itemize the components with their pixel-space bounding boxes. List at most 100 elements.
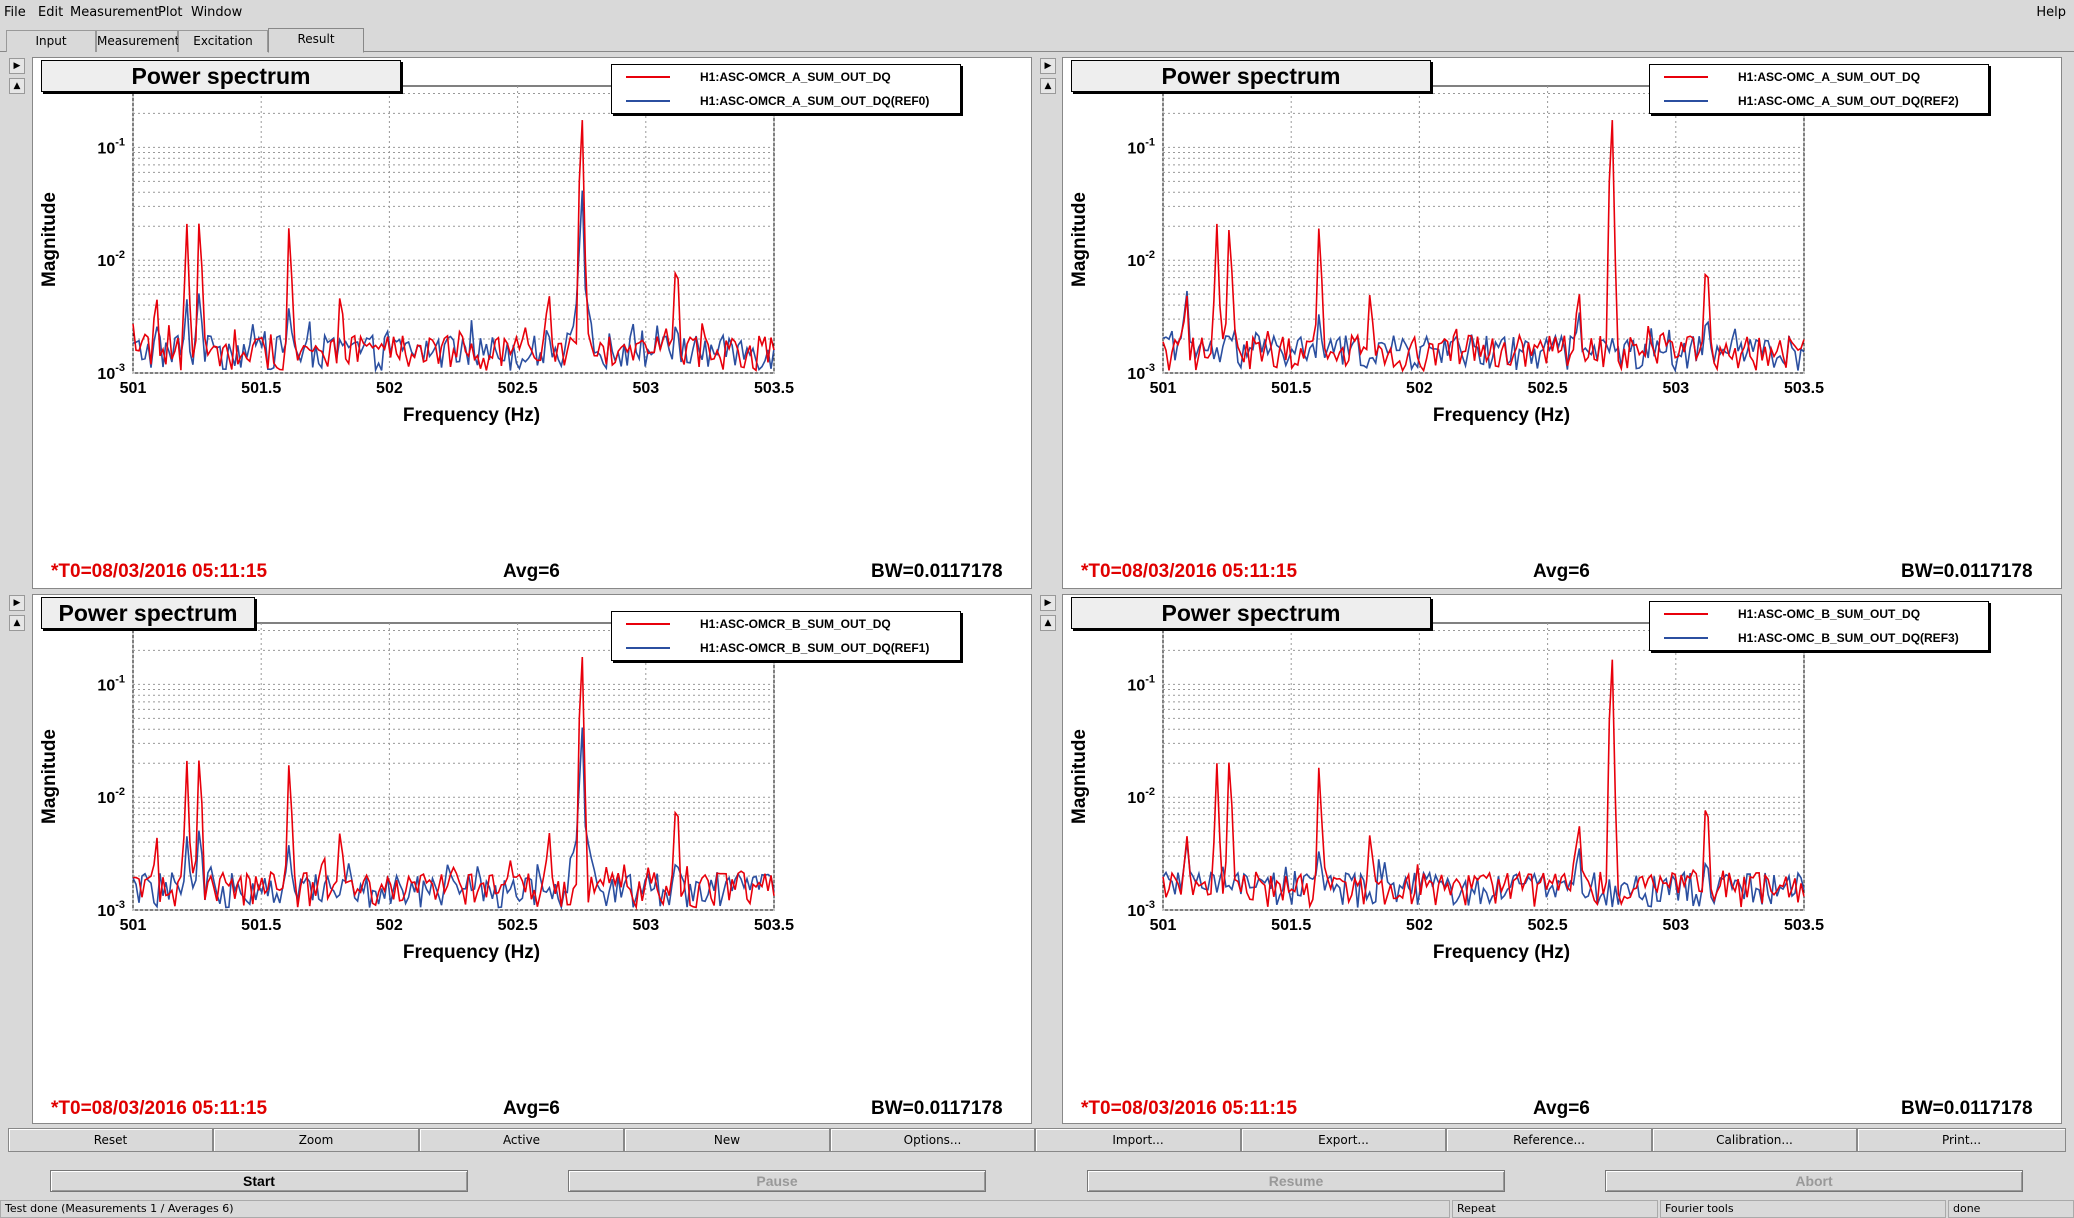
y-tick-label: 10-1 (1127, 673, 1155, 694)
expand-right-icon[interactable]: ▶ (9, 58, 25, 74)
x-tick-label: 502.5 (1528, 917, 1568, 934)
plot-title: Power spectrum (41, 60, 401, 92)
menu-help[interactable]: Help (2036, 5, 2066, 20)
plot-panel[interactable]: 501 501.5 502 502.5 503 503.5 10-3 10-2 10-1 Freq… (1062, 594, 2062, 1124)
abort-button[interactable]: Abort (1605, 1170, 2023, 1192)
expand-right-icon[interactable]: ▶ (9, 595, 25, 611)
legend-label: H1:ASC-OMC_A_SUM_OUT_DQ(REF2) (1738, 94, 1959, 108)
tab-input[interactable]: Input (6, 30, 96, 52)
menu-edit[interactable]: Edit (38, 5, 64, 20)
menu-measurement[interactable]: Measurement (70, 5, 160, 20)
y-tick-label: 10-3 (97, 362, 125, 383)
new-button[interactable]: New (624, 1128, 830, 1152)
legend-blue-swatch (626, 100, 670, 102)
x-tick-label: 501 (1150, 380, 1177, 397)
status-repeat: Repeat (1452, 1200, 1658, 1218)
legend-red-swatch (1664, 76, 1708, 78)
print-button[interactable]: Print... (1857, 1128, 2066, 1152)
y-tick-label: 10-1 (97, 673, 125, 694)
x-tick-label: 501 (120, 917, 147, 934)
export-button[interactable]: Export... (1241, 1128, 1446, 1152)
x-tick-label: 501.5 (241, 917, 281, 934)
expand-up-icon[interactable]: ▲ (1040, 78, 1056, 94)
menu-file[interactable]: File (4, 5, 26, 20)
t0-label: *T0=08/03/2016 05:11:15 (51, 1098, 268, 1119)
x-tick-label: 503 (632, 917, 659, 934)
legend-label: H1:ASC-OMCR_B_SUM_OUT_DQ(REF1) (700, 641, 930, 655)
plot-panel[interactable]: 501 501.5 502 502.5 503 503.5 10-3 10-2 10-1 Freq… (1062, 57, 2062, 589)
tab-excitation[interactable]: Excitation (178, 30, 268, 52)
y-tick-label: 10-2 (97, 786, 125, 807)
active-button[interactable]: Active (419, 1128, 624, 1152)
plot-title: Power spectrum (1071, 597, 1431, 629)
import-button[interactable]: Import... (1035, 1128, 1241, 1152)
x-axis-label: Frequency (Hz) (403, 405, 540, 426)
reference-button[interactable]: Reference... (1446, 1128, 1652, 1152)
bw-label: BW=0.0117178 (1901, 561, 2033, 582)
plot-panel[interactable]: 501 501.5 502 502.5 503 503.5 10-3 10-2 10-1 Freq… (32, 57, 1032, 589)
expand-right-icon[interactable]: ▶ (1040, 595, 1056, 611)
y-tick-label: 10-3 (1127, 362, 1155, 383)
start-button[interactable]: Start (50, 1170, 468, 1192)
legend-blue-swatch (626, 647, 670, 649)
x-tick-label: 501 (120, 380, 147, 397)
tab-result[interactable]: Result (268, 28, 364, 53)
options-button[interactable]: Options... (830, 1128, 1035, 1152)
legend-label: H1:ASC-OMCR_A_SUM_OUT_DQ (700, 70, 891, 84)
plot-panel[interactable]: 501 501.5 502 502.5 503 503.5 10-3 10-2 10-1 Freq… (32, 594, 1032, 1124)
y-axis-label: Magnitude (39, 192, 60, 287)
plot-frame (1162, 85, 1805, 374)
x-axis-label: Frequency (Hz) (1433, 405, 1570, 426)
legend-label: H1:ASC-OMC_A_SUM_OUT_DQ (1738, 70, 1921, 84)
x-tick-label: 502 (1406, 380, 1433, 397)
expand-up-icon[interactable]: ▲ (1040, 615, 1056, 631)
x-tick-label: 503.5 (1784, 917, 1824, 934)
status-fourier: Fourier tools (1660, 1200, 1946, 1218)
plot-frame (1162, 622, 1805, 911)
bw-label: BW=0.0117178 (871, 1098, 1003, 1119)
avg-label: Avg=6 (503, 561, 560, 582)
zoom-button[interactable]: Zoom (213, 1128, 419, 1152)
tab-bar: Input Measurement Excitation Result (0, 28, 2074, 53)
expand-up-icon[interactable]: ▲ (9, 78, 25, 94)
series-line-blue (132, 727, 775, 911)
menu-bar: File Edit Measurement Plot Window Help (0, 0, 2074, 26)
x-tick-label: 503.5 (754, 917, 794, 934)
plot-frame (132, 85, 775, 374)
x-tick-label: 503 (1662, 380, 1689, 397)
panel-1-arrows: ▶ ▲ (9, 58, 27, 98)
menu-plot[interactable]: Plot (158, 5, 183, 20)
x-tick-label: 501 (1150, 917, 1177, 934)
y-tick-label: 10-2 (97, 249, 125, 270)
t0-label: *T0=08/03/2016 05:11:15 (51, 561, 268, 582)
spectrum-plot[interactable]: 501 501.5 502 502.5 503 503.5 10-3 10-2 10-1 Freq… (33, 58, 1033, 590)
expand-up-icon[interactable]: ▲ (9, 615, 25, 631)
series-line-blue (1162, 290, 1805, 373)
calibration-button[interactable]: Calibration... (1652, 1128, 1857, 1152)
t0-label: *T0=08/03/2016 05:11:15 (1081, 561, 1298, 582)
spectrum-plot[interactable]: 501 501.5 502 502.5 503 503.5 10-3 10-2 10-1 Freq… (33, 595, 1033, 1125)
legend-red-swatch (626, 623, 670, 625)
y-tick-label: 10-2 (1127, 249, 1155, 270)
pause-button[interactable]: Pause (568, 1170, 986, 1192)
reset-button[interactable]: Reset (8, 1128, 213, 1152)
y-tick-label: 10-2 (1127, 786, 1155, 807)
legend-label: H1:ASC-OMCR_B_SUM_OUT_DQ (700, 617, 891, 631)
legend-blue-swatch (1664, 637, 1708, 639)
expand-right-icon[interactable]: ▶ (1040, 58, 1056, 74)
status-bar: Test done (Measurements 1 / Averages 6) … (0, 1200, 2074, 1218)
legend-label: H1:ASC-OMC_B_SUM_OUT_DQ (1738, 607, 1921, 621)
legend-entry: H1:ASC-OMC_A_SUM_OUT_DQ(REF2) (1650, 89, 1988, 113)
panel-3-arrows: ▶ ▲ (9, 595, 27, 635)
bw-label: BW=0.0117178 (1901, 1098, 2033, 1119)
avg-label: Avg=6 (1533, 561, 1590, 582)
plot-title: Power spectrum (1071, 60, 1431, 92)
legend-red-swatch (1664, 613, 1708, 615)
tab-measurement[interactable]: Measurement (96, 30, 179, 52)
resume-button[interactable]: Resume (1087, 1170, 1505, 1192)
spectrum-plot[interactable]: 501 501.5 502 502.5 503 503.5 10-3 10-2 10-1 Freq… (1063, 58, 2063, 590)
menu-window[interactable]: Window (191, 5, 243, 20)
y-tick-label: 10-3 (1127, 899, 1155, 920)
legend-label: H1:ASC-OMC_B_SUM_OUT_DQ(REF3) (1738, 631, 1959, 645)
spectrum-plot[interactable]: 501 501.5 502 502.5 503 503.5 10-3 10-2 10-1 Freq… (1063, 595, 2063, 1125)
